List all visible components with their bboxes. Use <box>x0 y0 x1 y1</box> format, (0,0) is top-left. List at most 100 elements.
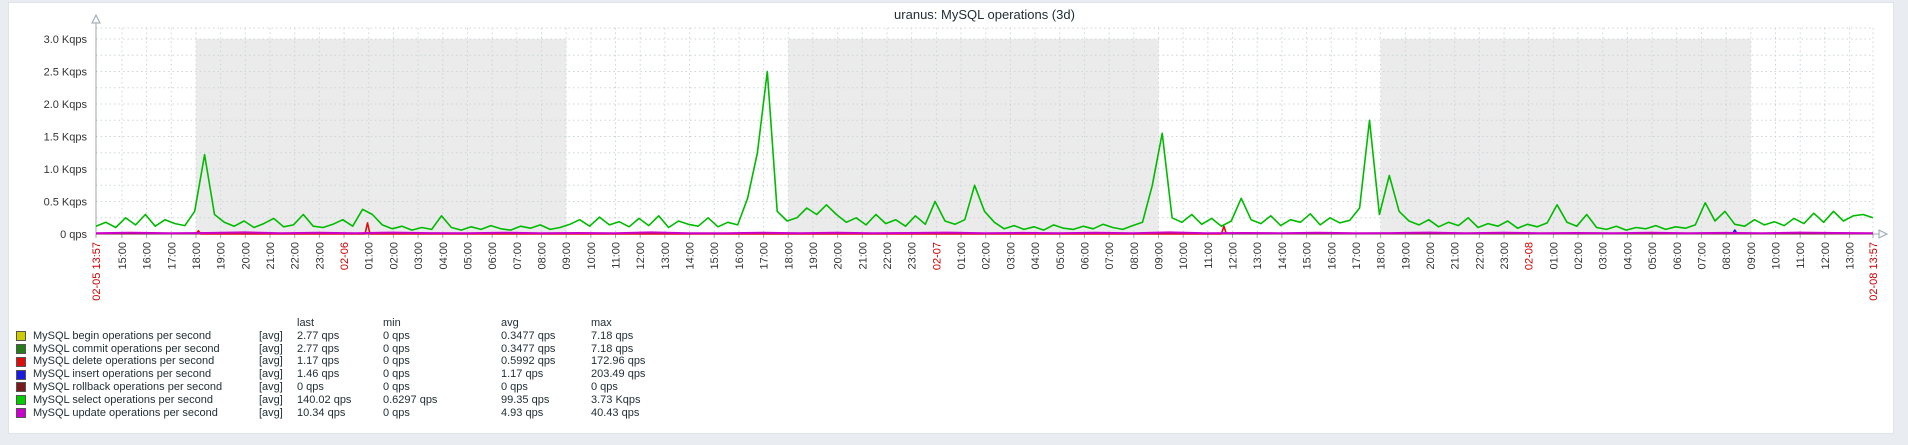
graph-legend: last min avg max MySQL begin operations per … <box>13 317 681 419</box>
x-tick-label: 15:00 <box>1302 242 1314 270</box>
legend-value-last: 10.34 qps <box>297 406 346 419</box>
x-tick-label: 16:00 <box>1326 242 1338 270</box>
x-tick-label: 07:00 <box>512 242 524 270</box>
legend-value-min: 0 qps <box>383 406 410 419</box>
x-tick-label: 22:00 <box>882 242 894 270</box>
legend-color-swatch <box>16 331 26 342</box>
y-tick-label: 0 qps <box>60 229 87 241</box>
x-tick-label: 03:00 <box>1598 242 1610 270</box>
x-tick-label: 07:00 <box>1104 242 1116 270</box>
x-tick-label: 18:00 <box>191 242 203 270</box>
x-tick-label: 20:00 <box>240 242 252 270</box>
x-tick-label: 03:00 <box>1005 242 1017 270</box>
graph-widget-panel: uranus: MySQL operations (3d) 3.0 Kqps 2.5… <box>8 2 1894 434</box>
legend-value-min: 0 qps <box>383 342 410 355</box>
x-tick-label: 11:00 <box>1795 242 1807 269</box>
legend-series-function: [avg] <box>259 368 283 381</box>
y-axis-arrow-icon <box>91 13 101 24</box>
legend-header-spacer <box>13 317 33 330</box>
legend-color-swatch <box>16 369 26 380</box>
x-tick-label: 12:00 <box>1820 242 1832 270</box>
legend-value-max: 203.49 qps <box>591 368 646 381</box>
y-tick-label: 0.5 Kqps <box>44 197 88 209</box>
legend-header-last: last <box>297 317 315 329</box>
legend-table: last min avg max MySQL begin operations per … <box>13 317 681 419</box>
x-tick-label: 09:00 <box>1746 242 1758 270</box>
graph-canvas[interactable]: uranus: MySQL operations (3d) 3.0 Kqps 2.5… <box>9 3 1893 315</box>
legend-color-swatch <box>16 356 26 367</box>
x-tick-label: 01:00 <box>364 242 376 270</box>
x-tick-label: 12:00 <box>635 242 647 270</box>
y-tick-label: 1.5 Kqps <box>44 132 88 144</box>
legend-value-last: 0 qps <box>297 380 324 393</box>
legend-series-name: MySQL rollback operations per second <box>33 380 223 393</box>
x-tick-label: 14:00 <box>685 242 697 270</box>
x-tick-label: 05:00 <box>462 242 474 270</box>
x-tick-label: 04:00 <box>1622 242 1634 270</box>
legend-value-avg: 0.5992 qps <box>501 355 556 368</box>
legend-value-avg: 99.35 qps <box>501 393 550 406</box>
x-tick-label: 09:00 <box>561 242 573 270</box>
x-tick-label: 22:00 <box>1474 242 1486 270</box>
x-tick-label: 19:00 <box>1400 242 1412 270</box>
legend-value-last: 1.46 qps <box>297 368 340 381</box>
x-tick-label: 15:00 <box>709 242 721 270</box>
x-tick-label-date: 02-08 13:57 <box>1868 242 1880 301</box>
legend-value-max: 0 qps <box>591 380 618 393</box>
x-tick-label: 20:00 <box>1425 242 1437 270</box>
x-axis-arrow-icon <box>1878 229 1889 239</box>
x-tick-label: 06:00 <box>1079 242 1091 270</box>
legend-value-max: 7.18 qps <box>591 329 634 342</box>
legend-value-avg: 1.17 qps <box>501 368 544 381</box>
legend-color-swatch <box>16 382 26 393</box>
non-working-time-band <box>1380 39 1751 234</box>
x-tick-label: 14:00 <box>1277 242 1289 270</box>
x-tick-label: 19:00 <box>216 242 228 270</box>
series-select <box>95 70 1874 231</box>
legend-series-function: [avg] <box>259 355 283 368</box>
x-tick-label: 05:00 <box>1055 242 1067 270</box>
series-delete <box>195 222 1228 235</box>
legend-series-name: MySQL insert operations per second <box>33 368 212 381</box>
legend-series-name: MySQL delete operations per second <box>33 355 215 368</box>
y-tick-label: 3.0 Kqps <box>44 34 88 46</box>
x-tick-label: 08:00 <box>536 242 548 270</box>
legend-value-avg: 0.3477 qps <box>501 342 556 355</box>
x-tick-label: 11:00 <box>611 242 623 269</box>
legend-series-function: [avg] <box>259 393 283 406</box>
legend-series-name: MySQL commit operations per second <box>33 342 220 355</box>
x-tick-label: 16:00 <box>142 242 154 270</box>
x-tick-label: 07:00 <box>1696 242 1708 270</box>
legend-series-name: MySQL select operations per second <box>33 393 213 406</box>
series-update <box>95 231 1874 235</box>
legend-header-max: max <box>591 317 612 329</box>
x-tick-label-date: 02-05 13:57 <box>91 242 103 301</box>
legend-value-max: 40.43 qps <box>591 406 640 419</box>
y-tick-label: 2.5 Kqps <box>44 67 88 79</box>
x-tick-label: 23:00 <box>314 242 326 270</box>
x-tick-label: 09:00 <box>1153 242 1165 270</box>
legend-series-name: MySQL update operations per second <box>33 406 218 419</box>
legend-header-avg: avg <box>501 317 519 329</box>
legend-value-avg: 0 qps <box>501 380 528 393</box>
x-tick-label-date: 02-06 <box>339 242 351 270</box>
legend-value-min: 0.6297 qps <box>383 393 438 406</box>
legend-header-min: min <box>383 317 401 329</box>
x-tick-label: 02:00 <box>1573 242 1585 270</box>
x-tick-label: 08:00 <box>1721 242 1733 270</box>
x-tick-label: 02:00 <box>981 242 993 270</box>
x-tick-label: 10:00 <box>1771 242 1783 270</box>
legend-series-name: MySQL begin operations per second <box>33 329 212 342</box>
legend-value-max: 3.73 Kqps <box>591 393 641 406</box>
x-tick-label: 04:00 <box>438 242 450 270</box>
legend-header-spacer <box>33 317 245 330</box>
x-tick-label: 02:00 <box>388 242 400 270</box>
x-tick-label: 21:00 <box>1450 242 1462 270</box>
x-tick-label: 17:00 <box>1351 242 1363 270</box>
legend-series-function: [avg] <box>259 342 283 355</box>
legend-swatch-cell <box>13 343 33 356</box>
x-tick-label: 21:00 <box>265 242 277 270</box>
x-tick-label: 10:00 <box>586 242 598 270</box>
x-tick-label: 04:00 <box>1030 242 1042 270</box>
legend-value-last: 1.17 qps <box>297 355 340 368</box>
